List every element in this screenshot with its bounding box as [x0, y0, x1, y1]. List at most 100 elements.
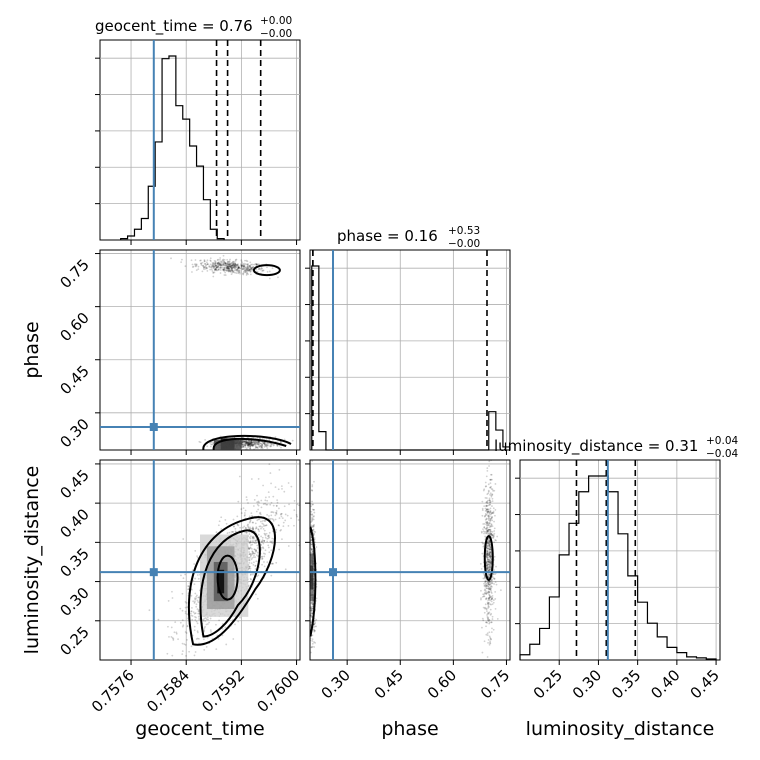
sample-point [220, 264, 222, 267]
sample-point [258, 267, 260, 270]
sample-point [215, 267, 217, 270]
sample-point [488, 591, 491, 593]
sample-point [268, 551, 271, 554]
sample-point [239, 267, 242, 270]
sample-point [249, 273, 252, 276]
sample-point [181, 619, 184, 622]
x-tick-label: 0.7600 [254, 666, 304, 716]
sample-point [222, 263, 225, 266]
sample-point [203, 629, 206, 631]
sample-point [224, 263, 227, 266]
sample-point [254, 263, 257, 265]
sample-point [489, 531, 492, 534]
sample-point [257, 443, 259, 446]
sample-point [271, 267, 274, 270]
sample-point [262, 547, 265, 550]
sample-point [192, 265, 195, 268]
sample-point [188, 650, 191, 653]
sample-point [242, 272, 245, 274]
x-tick-label: 0.30 [569, 666, 605, 702]
sample-point [257, 478, 260, 480]
sample-point [177, 638, 179, 641]
sample-point [487, 558, 489, 561]
sample-point [482, 593, 484, 596]
sample-point [247, 268, 250, 270]
sample-point [487, 641, 489, 644]
sample-point [184, 606, 187, 609]
sample-point [237, 267, 240, 270]
sample-point [315, 546, 318, 548]
sample-point [312, 529, 314, 531]
sample-point [193, 263, 196, 266]
sample-point [244, 440, 247, 443]
sample-point [245, 442, 248, 444]
sample-point [253, 548, 256, 551]
sample-point [166, 652, 169, 655]
sample-point [486, 568, 489, 571]
sample-point [228, 263, 231, 265]
sample-point [489, 596, 491, 598]
sample-point [222, 262, 225, 265]
sample-point [242, 265, 245, 268]
sample-point [210, 265, 213, 267]
sample-point [485, 597, 488, 600]
sample-point [481, 617, 484, 620]
sample-point [249, 537, 252, 540]
x-tick-label: 0.7576 [88, 666, 138, 716]
sample-point [238, 475, 241, 478]
sample-point [234, 264, 237, 266]
sample-point [249, 270, 252, 273]
sample-point [484, 512, 487, 515]
sample-point [193, 583, 196, 586]
sample-point [314, 625, 316, 628]
sample-point [241, 268, 244, 271]
sample-point [311, 642, 314, 645]
sample-point [231, 263, 234, 266]
sample-point [488, 606, 490, 608]
sample-point [148, 609, 151, 612]
sample-point [212, 265, 215, 268]
sample-point [229, 264, 232, 267]
sample-point [227, 267, 229, 269]
sample-point [275, 505, 278, 507]
sample-point [237, 266, 240, 269]
sample-point [157, 618, 160, 621]
sample-point [261, 555, 264, 558]
sample-point [489, 556, 492, 559]
sample-point [488, 622, 491, 625]
sample-point [197, 615, 200, 618]
sample-point [259, 268, 262, 271]
sample-point [268, 270, 271, 273]
sample-point [232, 265, 235, 267]
sample-point [254, 441, 256, 444]
sample-point [218, 266, 221, 269]
sample-point [231, 264, 233, 267]
sample-point [217, 264, 220, 267]
sample-point [248, 264, 250, 267]
sample-point [251, 515, 253, 517]
sample-point [486, 632, 489, 635]
ylabel-phase: phase [21, 321, 43, 378]
sample-point [250, 442, 253, 445]
sample-point [217, 269, 220, 271]
sample-point [197, 265, 200, 268]
sample-point [231, 268, 234, 271]
sample-point [214, 262, 216, 264]
sample-point [249, 442, 252, 445]
sample-point [185, 632, 188, 634]
sample-point [246, 268, 249, 270]
sample-point [482, 528, 484, 531]
sample-point [248, 443, 250, 446]
sample-point [225, 266, 228, 269]
sample-point [206, 259, 209, 262]
sample-point [314, 531, 317, 533]
sample-point [230, 269, 233, 272]
sample-point [483, 505, 486, 508]
sample-point [485, 584, 488, 587]
sample-point [489, 482, 492, 485]
sample-point [227, 270, 230, 273]
sample-point [240, 263, 242, 266]
sample-point [267, 491, 270, 494]
sample-point [309, 637, 312, 640]
sample-point [491, 500, 494, 503]
